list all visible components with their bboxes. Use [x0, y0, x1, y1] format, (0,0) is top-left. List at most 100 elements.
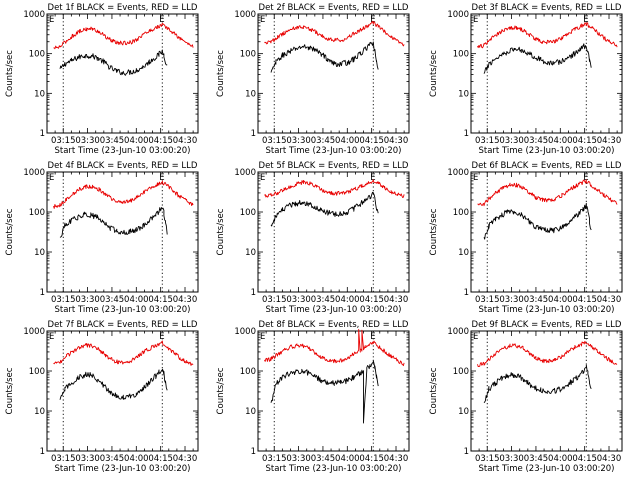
y-tick-label: 1000: [234, 10, 256, 20]
x-tick-label: 04:30: [173, 454, 198, 464]
panel-det-6: Det 6f BLACK = Events, RED = LLD 1 10 100 10…: [429, 161, 623, 315]
x-tick-label: 04:30: [384, 295, 409, 305]
y-tick-label: 100: [240, 50, 256, 60]
x-tick-label: 03:45: [524, 136, 549, 146]
y-tick-label: 1: [251, 129, 256, 139]
y-tick-label: 100: [29, 367, 45, 377]
panel-det-7: Det 7f BLACK = Events, RED = LLD 1 10 100 10…: [5, 320, 199, 474]
x-tick-label: 03:15: [262, 295, 287, 305]
x-axis-label: Start Time (23-Jun-10 03:00:20): [55, 464, 191, 474]
panel-det-8: Det 8f BLACK = Events, RED = LLD 1 10 100 10…: [216, 320, 410, 474]
y-tick-label: 1000: [447, 168, 469, 178]
panel-title: Det 7f BLACK = Events, RED = LLD: [48, 320, 198, 330]
y-axis-label: Counts/sec: [216, 50, 226, 97]
y-tick-label: 10: [34, 248, 45, 258]
x-tick-label: 04:00: [548, 136, 573, 146]
panel-det-9: Det 9f BLACK = Events, RED = LLD 1 10 100 10…: [429, 320, 623, 474]
interval-flag-label: E: [370, 15, 375, 25]
x-tick-label: 04:30: [597, 136, 622, 146]
y-tick-label: 1000: [23, 10, 45, 20]
y-tick-label: 1: [464, 447, 469, 457]
plot-frame: [257, 171, 410, 293]
x-axis-label: Start Time (23-Jun-10 03:00:20): [479, 305, 615, 315]
x-tick-label: 04:15: [572, 136, 597, 146]
x-tick-label: 03:45: [311, 295, 336, 305]
lld-rate-line: [53, 180, 194, 209]
x-axis-label: Start Time (23-Jun-10 03:00:20): [266, 464, 402, 474]
y-tick-label: 1000: [23, 168, 45, 178]
panel-title: Det 8f BLACK = Events, RED = LLD: [259, 320, 409, 330]
events-rate-line: [483, 202, 592, 240]
lld-rate-line: [264, 20, 405, 47]
x-tick-label: 03:45: [311, 136, 336, 146]
panel-title: Det 4f BLACK = Events, RED = LLD: [48, 161, 198, 171]
x-axis-label: Start Time (23-Jun-10 03:00:20): [266, 305, 402, 315]
interval-flag-label: E: [583, 15, 588, 25]
x-axis-label: Start Time (23-Jun-10 03:00:20): [55, 146, 191, 156]
interval-flag-label: E: [583, 173, 588, 183]
x-tick-label: 03:45: [524, 454, 549, 464]
y-tick-label: 1000: [234, 168, 256, 178]
x-tick-label: 04:30: [384, 454, 409, 464]
y-tick-label: 1: [251, 288, 256, 298]
events-rate-line: [59, 207, 168, 238]
y-tick-label: 10: [34, 407, 45, 417]
x-axis-label: Start Time (23-Jun-10 03:00:20): [479, 464, 615, 474]
interval-flag-label: E: [473, 173, 478, 183]
y-axis-label: Counts/sec: [216, 367, 226, 414]
y-tick-label: 100: [29, 50, 45, 60]
x-tick-label: 03:45: [524, 295, 549, 305]
interval-flag-label: E: [370, 173, 375, 183]
interval-flag-label: E: [159, 15, 164, 25]
x-tick-label: 03:15: [262, 136, 287, 146]
interval-flag-label: E: [260, 173, 265, 183]
x-tick-label: 03:15: [475, 454, 500, 464]
y-tick-label: 1000: [234, 327, 256, 337]
y-tick-label: 1: [464, 288, 469, 298]
events-rate-line: [270, 41, 379, 73]
y-tick-label: 1000: [447, 327, 469, 337]
x-tick-label: 03:30: [499, 454, 524, 464]
panel-title: Det 9f BLACK = Events, RED = LLD: [472, 320, 622, 330]
y-axis-label: Counts/sec: [216, 208, 226, 255]
y-tick-label: 100: [453, 208, 469, 218]
lld-rate-line: [477, 22, 618, 49]
x-tick-label: 03:45: [100, 454, 125, 464]
x-tick-label: 03:15: [262, 454, 287, 464]
y-tick-label: 10: [458, 89, 469, 99]
interval-flag-label: E: [159, 332, 164, 342]
y-tick-label: 10: [245, 407, 256, 417]
interval-flag-label: E: [583, 332, 588, 342]
x-tick-label: 03:30: [75, 454, 100, 464]
lld-rate-line: [264, 179, 405, 198]
x-tick-label: 04:00: [335, 136, 360, 146]
y-tick-label: 10: [245, 248, 256, 258]
interval-flag-label: E: [49, 332, 54, 342]
x-tick-label: 04:00: [335, 295, 360, 305]
panel-title: Det 3f BLACK = Events, RED = LLD: [472, 3, 622, 13]
panel-title: Det 5f BLACK = Events, RED = LLD: [259, 161, 409, 171]
x-tick-label: 03:30: [75, 295, 100, 305]
interval-flag-label: E: [159, 173, 164, 183]
x-tick-label: 03:15: [475, 295, 500, 305]
x-tick-label: 04:15: [572, 454, 597, 464]
x-tick-label: 03:45: [100, 295, 125, 305]
plot-frame: [470, 13, 623, 134]
y-tick-label: 10: [458, 248, 469, 258]
events-rate-line: [270, 191, 379, 227]
x-tick-label: 03:45: [311, 454, 336, 464]
panel-det-2: Det 2f BLACK = Events, RED = LLD 1 10 100 10…: [216, 3, 410, 156]
y-tick-label: 1000: [447, 10, 469, 20]
y-tick-label: 1000: [23, 327, 45, 337]
x-tick-label: 03:15: [51, 295, 76, 305]
panel-title: Det 1f BLACK = Events, RED = LLD: [48, 3, 198, 13]
interval-flag-label: E: [49, 173, 54, 183]
x-axis-label: Start Time (23-Jun-10 03:00:20): [479, 146, 615, 156]
lld-rate-line: [477, 340, 618, 368]
x-tick-label: 03:15: [51, 454, 76, 464]
events-rate-line: [59, 368, 168, 400]
panel-det-5: Det 5f BLACK = Events, RED = LLD 1 10 100 10…: [216, 161, 410, 315]
y-tick-label: 100: [240, 367, 256, 377]
y-tick-label: 1: [40, 288, 45, 298]
